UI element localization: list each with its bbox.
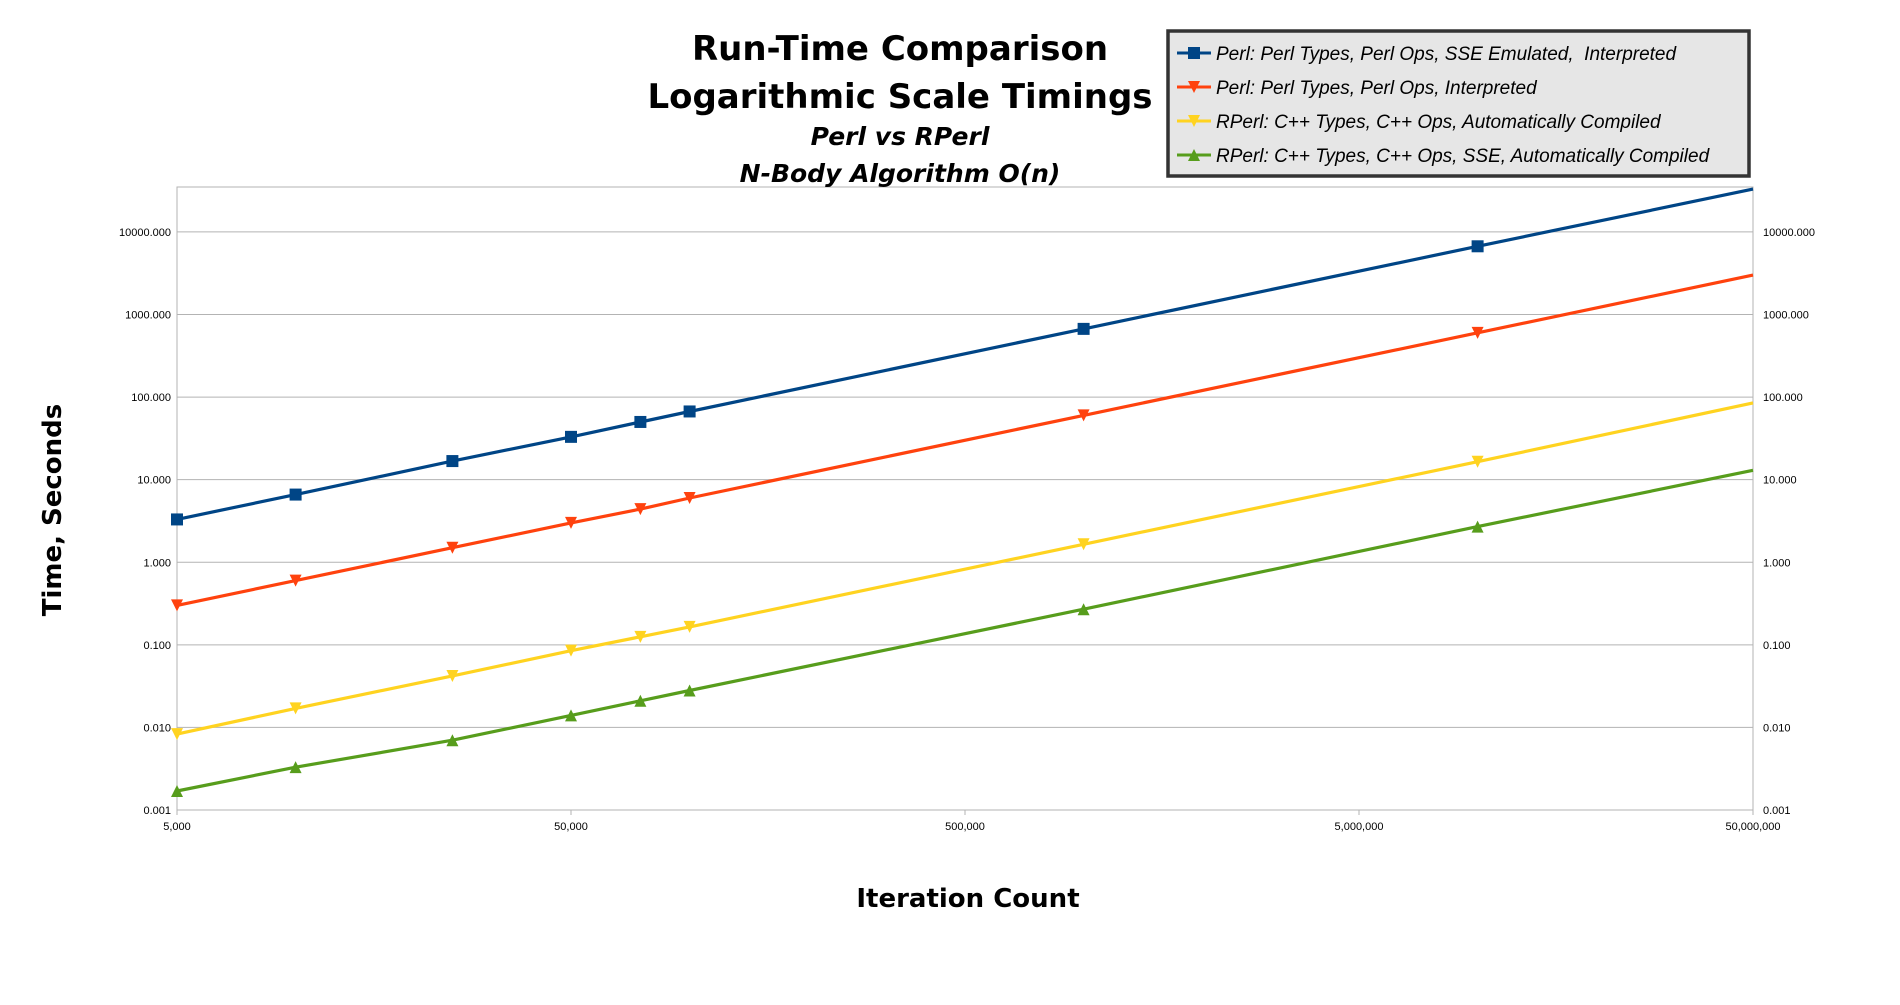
chart-title: Run-Time Comparison	[692, 29, 1108, 69]
y-tick-label-right: 100.000	[1763, 392, 1803, 404]
data-point	[289, 488, 302, 501]
y-axis-title: Time, Seconds	[38, 404, 68, 617]
data-point	[565, 516, 577, 529]
y-tick-label-right: 0.100	[1763, 640, 1791, 652]
legend: Perl: Perl Types, Perl Ops, SSE Emulated…	[1166, 29, 1751, 178]
legend-label-rperl-compiled: RPerl: C++ Types, C++ Ops, Automatically…	[1216, 112, 1662, 133]
y-tick-label: 100.000	[131, 392, 171, 404]
data-point	[634, 503, 647, 516]
x-tick-label: 50,000,000	[1725, 821, 1780, 833]
data-point	[634, 694, 647, 707]
data-point	[683, 491, 696, 504]
legend-marker-perl-sse-emulated	[1188, 47, 1200, 59]
series-rperl-compiled	[171, 401, 1754, 741]
data-point	[565, 709, 577, 722]
series-line-rperl-compiled	[176, 401, 1754, 736]
data-point	[446, 669, 459, 682]
x-tick-label: 50,000	[554, 821, 588, 833]
legend-marker-rperl-sse-compiled	[1188, 149, 1200, 161]
data-point	[289, 761, 302, 774]
y-tick-label-right: 10.000	[1763, 475, 1797, 487]
data-point	[1471, 455, 1484, 468]
plot-area	[176, 186, 1754, 811]
data-point	[1471, 240, 1484, 253]
legend-marker-rperl-compiled	[1188, 115, 1200, 127]
data-point	[171, 599, 183, 612]
legend-label-perl-sse-emulated: Perl: Perl Types, Perl Ops, SSE Emulated…	[1216, 44, 1677, 65]
data-point	[446, 541, 459, 554]
y-tick-label: 1.000	[143, 557, 171, 569]
data-point	[683, 405, 696, 418]
data-point	[565, 644, 577, 657]
data-point	[289, 574, 302, 587]
data-point	[171, 728, 183, 741]
y-tick-label: 0.010	[143, 722, 171, 734]
data-point	[171, 784, 183, 797]
data-point	[1077, 322, 1090, 335]
data-point	[1077, 538, 1090, 551]
y-tick-label-right: 1.000	[1763, 557, 1791, 569]
y-tick-label-right: 1000.000	[1763, 310, 1809, 322]
legend-label-rperl-sse-compiled: RPerl: C++ Types, C++ Ops, SSE, Automati…	[1216, 146, 1711, 167]
data-point	[634, 415, 647, 428]
legend-marker-perl-interpreted	[1188, 81, 1200, 93]
data-point	[446, 734, 459, 747]
x-tick-label: 500,000	[945, 821, 985, 833]
x-tick-label: 5,000,000	[1335, 821, 1384, 833]
series-line-perl-interpreted	[176, 273, 1754, 607]
data-point	[565, 430, 577, 443]
series-line-perl-sse-emulated	[176, 187, 1754, 521]
series-line-rperl-sse-compiled	[176, 468, 1754, 793]
y-tick-label: 10000.000	[119, 227, 171, 239]
data-point	[1471, 326, 1484, 339]
data-point	[1077, 409, 1090, 422]
axis-ticks: 0.001 0.001 0.010 0.010 0.100 0.100 1.000 1.000…	[119, 227, 1815, 833]
series-rperl-sse-compiled	[171, 468, 1754, 797]
data-point	[289, 702, 302, 715]
chart-subtitle-2: Perl vs RPerl	[811, 122, 990, 151]
y-tick-label-right: 10000.000	[1763, 227, 1815, 239]
legend-box	[1166, 29, 1751, 178]
data-point	[1471, 520, 1484, 533]
data-point	[683, 684, 696, 697]
data-point	[634, 630, 647, 643]
chart-subtitle-3: N-Body Algorithm O(n)	[740, 159, 1061, 188]
series-group	[171, 187, 1754, 797]
y-tick-label-right: 0.010	[1763, 722, 1791, 734]
data-point	[1077, 603, 1090, 616]
y-tick-label: 1000.000	[125, 310, 171, 322]
y-tick-label: 0.001	[143, 805, 171, 817]
y-tick-label: 10.000	[137, 475, 171, 487]
series-perl-interpreted	[171, 273, 1754, 612]
chart-subtitle-1: Logarithmic Scale Timings	[647, 77, 1152, 117]
x-tick-label: 5,000	[163, 821, 191, 833]
data-point	[683, 620, 696, 633]
legend-label-perl-interpreted: Perl: Perl Types, Perl Ops, Interpreted	[1216, 78, 1538, 99]
data-point	[446, 455, 459, 468]
x-axis-title: Iteration Count	[856, 884, 1079, 914]
y-tick-label-right: 0.001	[1763, 805, 1791, 817]
series-perl-sse-emulated	[171, 187, 1754, 526]
gridlines	[177, 231, 1753, 728]
y-tick-label: 0.100	[143, 640, 171, 652]
data-point	[171, 513, 183, 526]
